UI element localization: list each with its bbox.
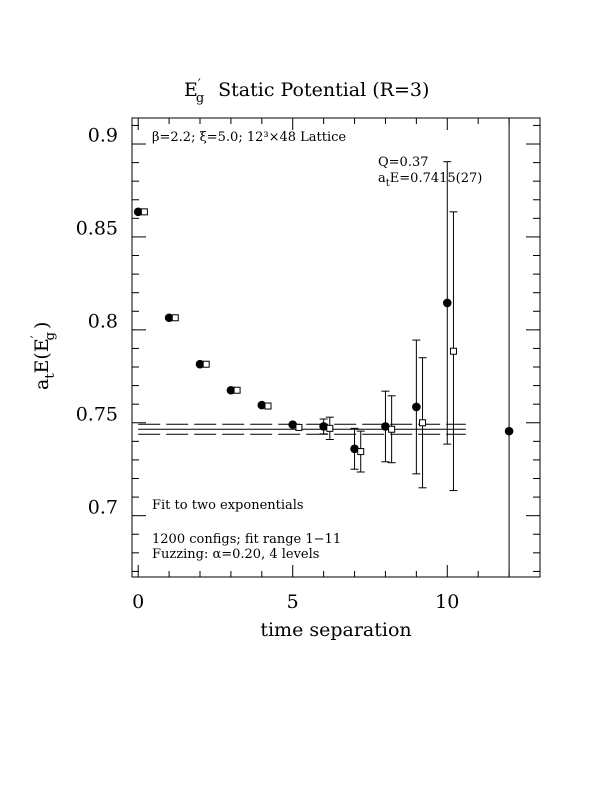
data-point-circle [195,359,205,369]
data-markers [133,207,514,456]
y-tick-label: 0.7 [88,496,118,518]
y-tick-label: 0.85 [76,218,118,240]
data-point-circle [442,298,452,308]
lattice-annotation: β=2.2; ξ=5.0; 12³×48 Lattice [152,130,346,145]
data-point-square [171,314,179,322]
chart-title: E′ g Static Potential (R=3) [184,77,429,106]
x-tick-labels: 0 5 10 [132,591,459,613]
data-point-square [233,386,241,394]
configs-annotation: 1200 configs; fit range 1−11 [152,532,341,547]
data-point-circle [381,422,390,431]
y-tick-label: 0.8 [88,311,118,333]
data-point-square [449,347,457,355]
data-point-square [264,402,272,410]
data-point-circle [288,420,298,429]
y-tick-label: 0.75 [76,403,118,425]
data-point-circle [226,385,236,395]
data-point-square [295,423,303,431]
data-point-circle [257,400,267,410]
data-point-circle [133,207,143,217]
y-axis-label: atE(E′g) [29,322,58,390]
data-point-square [140,208,148,216]
x-axis-label: time separation [260,619,411,641]
x-tick-label: 10 [435,591,459,613]
energy-annotation: atE=0.7415(27) [378,171,482,189]
y-tick-label: 0.9 [88,125,118,147]
data-point-square [326,424,334,432]
x-tick-label: 5 [287,591,299,613]
error-bars [319,118,510,577]
data-point-circle [319,422,328,431]
data-point-circle [504,426,514,436]
data-point-square [419,419,427,427]
data-point-square [388,425,396,433]
x-tick-label: 0 [132,591,144,613]
data-point-square [357,448,365,456]
y-tick-labels: 0.7 0.75 0.8 0.85 0.9 [76,125,118,519]
plot-frame [131,117,541,578]
fuzzing-annotation: Fuzzing: α=0.20, 4 levels [152,547,319,562]
data-point-circle [350,444,359,454]
q-annotation: Q=0.37 [378,155,429,170]
data-point-circle [164,313,174,323]
method-annotation: Fit to two exponentials [152,498,304,513]
axis-ticks [132,118,541,577]
data-point-square [202,360,210,368]
data-point-circle [412,402,421,412]
